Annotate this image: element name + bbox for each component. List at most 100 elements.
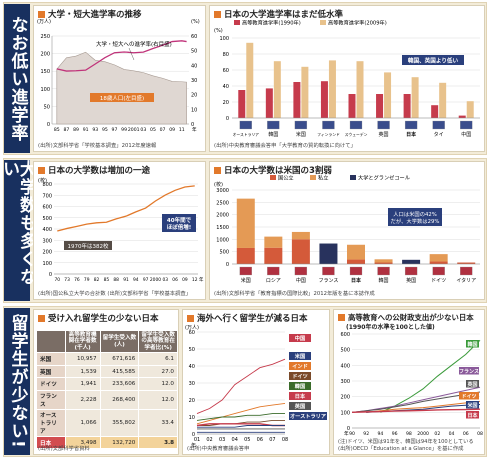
x-tick: 88 (113, 277, 119, 283)
x-tick: 95 (102, 127, 108, 133)
panel-university-count: 日本の大学数は増加の一途 (校) 800 700 600 500 400 300 200 100… (33, 161, 206, 300)
y-tick: 500 (219, 250, 229, 256)
series-label-box (289, 392, 311, 400)
y-tick: 400 (42, 227, 52, 233)
x-tick: 11 (179, 127, 185, 133)
table-cell: 3.8 (138, 435, 178, 450)
callout-double-1: 40年間で (167, 216, 192, 224)
table-cell: 1,941 (64, 377, 101, 391)
chart-outbound-students: (万人)60 50 40 30 20 10 0 中国米国インドドイツ韓国日本英国オーストラリア… (185, 325, 327, 449)
x-tick: 09 (169, 127, 175, 133)
table-row: 米国 10,957 671,616 6.1 (36, 352, 178, 366)
series-label-box (459, 367, 479, 375)
x-tick: 73 (64, 277, 70, 283)
series-label: 日本 (467, 412, 478, 419)
chart-university-compare: 国公立 私立 大学とグランゼコール (校)3000 2500 2000 1500 1000 50… (214, 174, 480, 284)
x-tick: 08 (282, 437, 288, 443)
table-cell: 233,606 (99, 377, 140, 391)
panel-title: 海外へ行く留学生が減る日本 (187, 312, 308, 324)
bar-1990 (293, 82, 301, 118)
series-label-box (466, 401, 479, 409)
y-tick: 100 (340, 410, 350, 416)
x-tick: 日本 (351, 277, 362, 284)
x-tick: 02 (434, 431, 440, 437)
bar-segment (236, 247, 255, 264)
sidebar-title-3: 留学生が少ない! (4, 308, 30, 455)
callout-text: 韓国、英国より低い (408, 57, 459, 65)
callout-line2: だが、大学数は29% (391, 217, 440, 225)
x-tick: 06 (257, 437, 263, 443)
table-cell: フランス (36, 389, 66, 410)
legend-label-1990: 高等教育進学率(1990年) (242, 19, 301, 27)
panel-title: 受け入れ留学生の少ない日本 (38, 312, 159, 324)
x-tick: 08 (477, 431, 483, 437)
bar-2009 (246, 42, 254, 118)
flag-icon (239, 120, 252, 130)
sidebar-title-2: 大学数も多くない (0, 160, 36, 301)
table-header-row: 高等教育機関在学者数(千人) 留学生受入数(人) 留学生受入数の高等教育在学者比… (36, 329, 178, 354)
series-label: ドイツ (292, 373, 308, 380)
y-tick: 0 (347, 426, 350, 432)
annotation-leader (128, 47, 135, 61)
y-tick: 500 (42, 216, 52, 222)
y-tick: 100 (42, 261, 52, 267)
x-tick: 85 (104, 277, 110, 283)
series-line (380, 339, 481, 413)
y-tick: 2500 (216, 200, 229, 206)
panel-subtitle: (1990年の水準を100とした値) (346, 324, 435, 331)
series-line (197, 425, 285, 428)
y-left-tick: 50 (44, 104, 50, 110)
bar-segment (291, 239, 310, 264)
y-tick: 800 (42, 182, 52, 188)
flag-icon (460, 266, 473, 276)
x-tick: 85 (54, 127, 60, 133)
table-header: 高等教育機関在学者数(千人) (64, 329, 101, 354)
callout-box (388, 208, 442, 226)
y-left-tick: 150 (40, 69, 50, 75)
y-tick: 0 (226, 262, 229, 268)
bar-1990 (458, 115, 466, 118)
bar-segment (236, 198, 255, 248)
flag-icon (349, 120, 363, 130)
series-label-box (289, 382, 311, 390)
legend-label: 国公立 (278, 174, 294, 182)
x-unit: 年 (191, 442, 196, 449)
y-left-tick: 200 (40, 52, 50, 58)
y-left-unit: (万人) (37, 19, 51, 25)
y-tick: 1000 (216, 237, 229, 243)
table-cell: 355,802 (99, 408, 140, 437)
x-tick: 2001 (128, 127, 140, 133)
series-label-box (289, 362, 311, 370)
series-line (366, 400, 481, 413)
y-tick: 60 (189, 330, 195, 336)
bar-segment (347, 244, 365, 260)
y-unit: (校) (214, 181, 223, 188)
x-tick: 92 (363, 431, 369, 437)
flag-icon (460, 120, 473, 130)
y-left-tick: 0 (47, 122, 50, 128)
chart-note: (注)ドイツ、米国は91年を、韓国は94年を100としている (338, 439, 474, 445)
y-tick: 3000 (216, 188, 229, 194)
flag-icon (267, 266, 280, 276)
x-tick: 05 (150, 127, 156, 133)
table-cell: 415,585 (99, 364, 140, 379)
x-tick: 90 (349, 431, 355, 437)
series-line (196, 413, 285, 421)
table-cell: 英国 (36, 364, 66, 379)
y-tick: 200 (42, 250, 52, 256)
x-tick: 07 (269, 437, 275, 443)
source-note: (出所)文部科学省資料 (38, 446, 90, 452)
y-right-tick: 50 (191, 49, 197, 55)
table-row: 英国 1,539 415,585 27.0 (36, 364, 178, 379)
annotation-pop: 18歳人口(左目盛) (100, 94, 144, 102)
series-label-box (466, 411, 479, 419)
bar-2009 (384, 72, 392, 118)
legend-swatch (270, 175, 276, 180)
y-right-tick: 30 (191, 78, 197, 84)
chart-university-count: (校)800 700 600 500 400 300 200 100 070 73 76 79 82 85… (38, 177, 204, 283)
series-label: 韓国 (467, 341, 477, 348)
x-tick: 97 (112, 127, 118, 133)
x-tick: 米国 (296, 131, 306, 138)
x-tick: 09 (182, 277, 188, 283)
y-tick: 10 (189, 415, 195, 421)
